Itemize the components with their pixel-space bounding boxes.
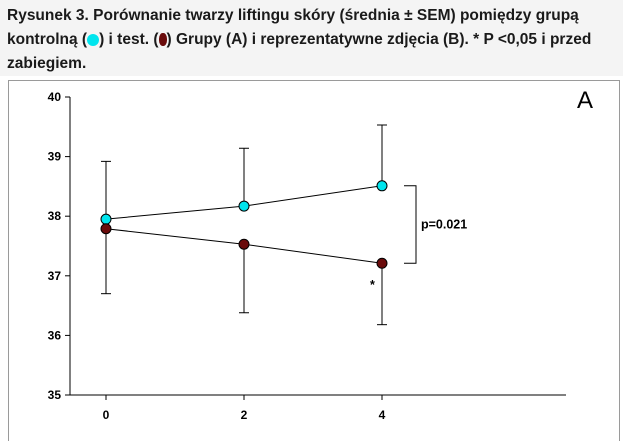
series-1-point [376,180,388,192]
significance-bracket [404,185,417,264]
x-tick-label: 0 [103,408,110,422]
series-2-point [100,223,112,235]
y-tick-label: 36 [48,328,62,342]
x-tick-label: 4 [379,408,386,422]
y-tick-label: 40 [48,90,62,104]
panel-letter: A [577,87,593,114]
y-tick-label: 37 [48,269,62,283]
caption-text-2: ) i test. ( [99,31,159,48]
p-value-label: p=0.021 [421,218,467,232]
significance-asterisk: * [370,278,375,292]
chart-panel: 35 36 37 38 39 40 0 2 4 p=0.021 * A [8,80,620,441]
series-1-point [238,200,250,212]
control-group-marker-icon [87,34,100,46]
line-chart: 35 36 37 38 39 40 0 2 4 p=0.021 * A [48,87,593,422]
series-2-point [238,238,250,250]
y-tick-label: 38 [48,209,62,223]
test-group-marker-icon [158,33,167,46]
series-1-point [100,213,112,225]
y-tick-label: 39 [48,150,62,164]
figure-caption: Rysunek 3. Porównanie twarzy liftingu sk… [0,0,623,76]
caption-text-3: ) Grupy (A) i reprezentatywne zdjęcia (B… [7,31,592,72]
caption-figure-number: Rysunek 3. [7,7,94,24]
x-tick-label: 2 [241,408,248,422]
caption-text-1: Porównanie twarzy liftingu skóry (średni… [7,7,579,48]
series-2-point [376,257,388,269]
y-tick-label: 35 [48,388,62,402]
